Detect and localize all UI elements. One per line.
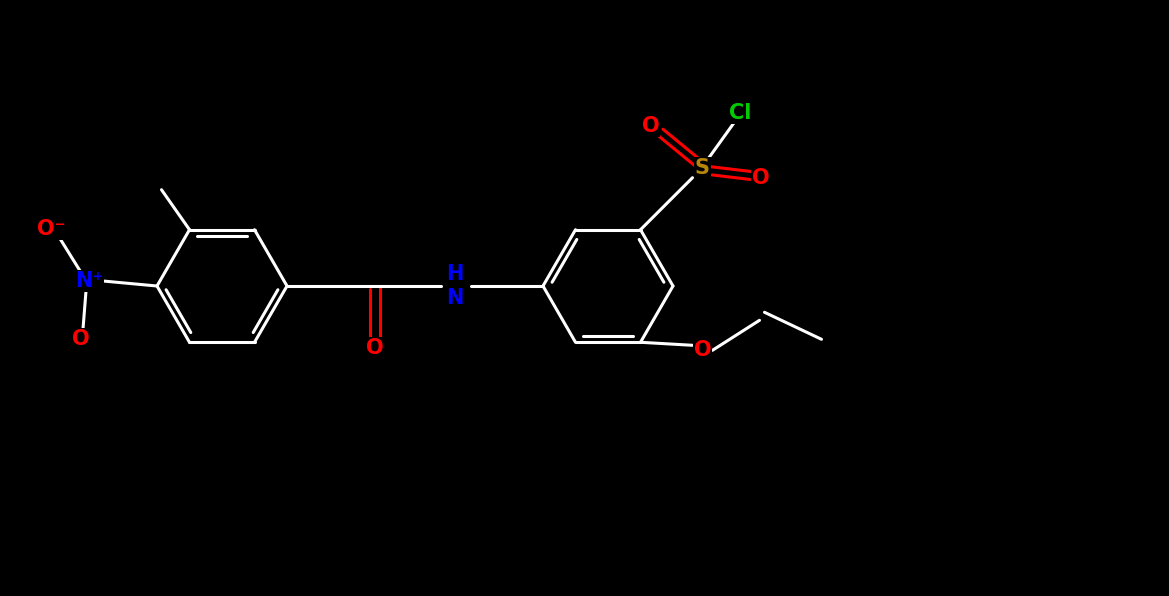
Text: O: O xyxy=(72,329,90,349)
Text: O: O xyxy=(642,116,659,136)
Text: Cl: Cl xyxy=(729,103,752,123)
Text: O: O xyxy=(752,167,769,188)
Text: N⁺: N⁺ xyxy=(75,271,103,291)
Text: O: O xyxy=(693,340,711,361)
Text: H
N: H N xyxy=(447,265,464,308)
Text: O⁻: O⁻ xyxy=(36,219,65,239)
Text: S: S xyxy=(696,158,710,178)
Text: O: O xyxy=(366,338,383,358)
